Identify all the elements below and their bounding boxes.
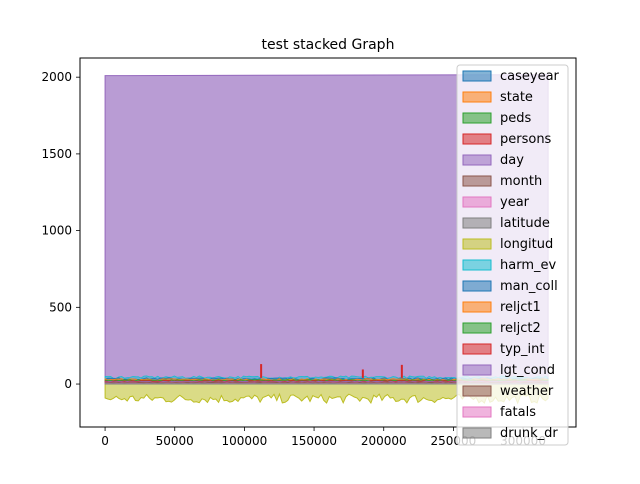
legend-label-typ-int: typ_int <box>500 342 545 357</box>
legend-swatch-man-coll <box>463 281 491 291</box>
legend-label-latitude: latitude <box>500 216 550 231</box>
legend-label-reljct1: reljct1 <box>500 300 541 315</box>
legend-swatch-reljct1 <box>463 302 491 312</box>
legend-swatch-state <box>463 92 491 102</box>
y-tick-label: 2000 <box>41 70 72 84</box>
x-tick-label: 150000 <box>291 434 337 448</box>
legend-label-persons: persons <box>500 132 552 147</box>
y-tick-label: 0 <box>64 377 72 391</box>
y-tick-label: 500 <box>49 300 72 314</box>
legend-swatch-longitud <box>463 239 491 249</box>
legend-swatch-caseyear <box>463 71 491 81</box>
legend-label-peds: peds <box>500 111 532 126</box>
x-tick-label: 0 <box>101 434 109 448</box>
legend-label-state: state <box>500 90 533 105</box>
x-tick-label: 200000 <box>361 434 407 448</box>
x-tick-label: 100000 <box>221 434 267 448</box>
legend-swatch-typ-int <box>463 344 491 354</box>
legend-label-drunk-dr: drunk_dr <box>500 426 558 441</box>
legend-label-harm-ev: harm_ev <box>500 258 556 273</box>
legend-swatch-month <box>463 176 491 186</box>
legend-swatch-harm-ev <box>463 260 491 270</box>
legend-swatch-peds <box>463 113 491 123</box>
x-tick-label: 50000 <box>156 434 194 448</box>
legend-swatch-drunk-dr <box>463 428 491 438</box>
legend-label-fatals: fatals <box>500 405 536 420</box>
legend-label-caseyear: caseyear <box>500 69 560 84</box>
legend: caseyear state peds persons day month year lati… <box>457 65 568 445</box>
legend-label-longitud: longitud <box>500 237 553 252</box>
legend-label-lgt-cond: lgt_cond <box>500 363 555 378</box>
legend-label-year: year <box>500 195 530 210</box>
chart-title: test stacked Graph <box>262 37 395 53</box>
legend-swatch-reljct2 <box>463 323 491 333</box>
legend-swatch-day <box>463 155 491 165</box>
legend-label-weather: weather <box>500 384 554 399</box>
legend-swatch-lgt-cond <box>463 365 491 375</box>
legend-swatch-latitude <box>463 218 491 228</box>
legend-swatch-fatals <box>463 407 491 417</box>
legend-swatch-year <box>463 197 491 207</box>
legend-label-reljct2: reljct2 <box>500 321 541 336</box>
legend-swatch-weather <box>463 386 491 396</box>
y-tick-label: 1500 <box>41 147 72 161</box>
y-tick-label: 1000 <box>41 224 72 238</box>
legend-label-man-coll: man_coll <box>500 279 558 294</box>
legend-label-month: month <box>500 174 542 189</box>
legend-label-day: day <box>500 153 524 168</box>
legend-swatch-persons <box>463 134 491 144</box>
